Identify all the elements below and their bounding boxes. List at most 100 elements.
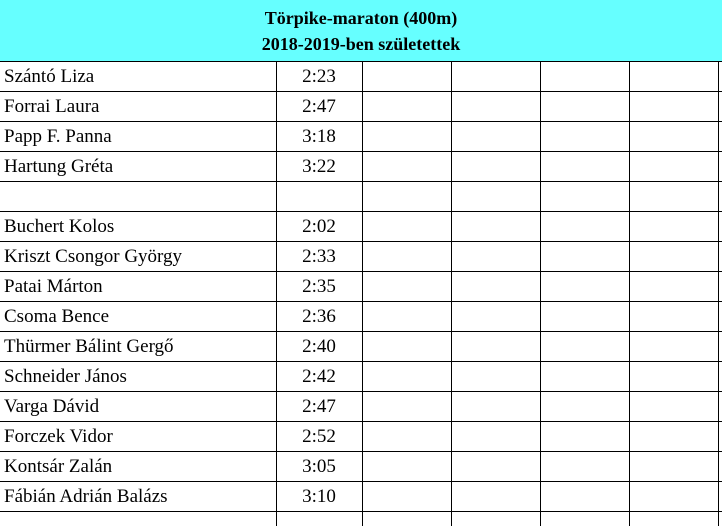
empty-cell (451, 422, 540, 452)
empty-cell (629, 452, 718, 482)
empty-cell (540, 452, 629, 482)
empty-cell (629, 182, 718, 212)
empty-cell (362, 152, 451, 182)
empty-cell (540, 332, 629, 362)
empty-cell (629, 422, 718, 452)
empty-cell (451, 452, 540, 482)
empty-cell (451, 332, 540, 362)
empty-cell (540, 362, 629, 392)
runner-name-cell (0, 182, 276, 212)
finish-time-cell: 2:35 (276, 272, 362, 302)
empty-cell (718, 152, 722, 182)
empty-cell (362, 272, 451, 302)
runner-name-cell: Kriszt Csongor György (0, 242, 276, 272)
empty-cell (718, 272, 722, 302)
empty-cell (540, 182, 629, 212)
empty-cell (629, 482, 718, 512)
runner-name-cell: Varga Dávid (0, 392, 276, 422)
empty-cell (540, 482, 629, 512)
runner-name-cell: Patai Márton (0, 272, 276, 302)
empty-cell (629, 92, 718, 122)
empty-cell (629, 302, 718, 332)
empty-cell (362, 392, 451, 422)
empty-cell (276, 512, 362, 526)
empty-cell (362, 122, 451, 152)
empty-cell (451, 212, 540, 242)
page-subtitle: 2018-2019-ben születettek (0, 31, 722, 57)
empty-cell (718, 92, 722, 122)
empty-cell (362, 182, 451, 212)
empty-cell (540, 122, 629, 152)
table-row-empty (0, 182, 722, 212)
empty-cell (629, 392, 718, 422)
runner-name-cell: Kontsár Zalán (0, 452, 276, 482)
empty-cell (451, 272, 540, 302)
finish-time-cell: 2:33 (276, 242, 362, 272)
empty-cell (362, 422, 451, 452)
empty-cell (540, 512, 629, 526)
empty-cell (362, 242, 451, 272)
empty-cell (718, 122, 722, 152)
empty-cell (718, 512, 722, 526)
empty-cell (362, 302, 451, 332)
empty-cell (451, 242, 540, 272)
empty-cell (718, 242, 722, 272)
empty-cell (629, 152, 718, 182)
empty-cell (718, 422, 722, 452)
empty-cell (540, 242, 629, 272)
empty-cell (362, 362, 451, 392)
runner-name-cell: Csoma Bence (0, 302, 276, 332)
empty-cell (718, 452, 722, 482)
finish-time-cell: 3:05 (276, 452, 362, 482)
finish-time-cell: 2:23 (276, 62, 362, 92)
empty-cell (362, 452, 451, 482)
empty-cell (451, 362, 540, 392)
empty-cell (540, 422, 629, 452)
runner-name-cell: Szántó Liza (0, 62, 276, 92)
finish-time-cell: 2:40 (276, 332, 362, 362)
empty-cell (629, 212, 718, 242)
finish-time-cell: 3:22 (276, 152, 362, 182)
empty-cell (629, 362, 718, 392)
finish-time-cell: 3:18 (276, 122, 362, 152)
empty-cell (362, 62, 451, 92)
empty-cell (629, 62, 718, 92)
runner-name-cell: Schneider János (0, 362, 276, 392)
empty-cell (362, 332, 451, 362)
empty-cell (718, 482, 722, 512)
empty-cell (718, 62, 722, 92)
runner-name-cell: Buchert Kolos (0, 212, 276, 242)
runner-name-cell: Forczek Vidor (0, 422, 276, 452)
empty-cell (451, 512, 540, 526)
empty-cell (451, 122, 540, 152)
empty-cell (451, 482, 540, 512)
empty-cell (362, 512, 451, 526)
empty-cell (718, 332, 722, 362)
empty-cell (629, 242, 718, 272)
finish-time-cell: 2:47 (276, 392, 362, 422)
empty-cell (362, 212, 451, 242)
empty-cell (629, 332, 718, 362)
finish-time-cell: 2:36 (276, 302, 362, 332)
empty-cell (540, 62, 629, 92)
runner-name-cell: Papp F. Panna (0, 122, 276, 152)
empty-cell (0, 512, 276, 526)
empty-cell (540, 92, 629, 122)
table-row-partial (0, 512, 722, 526)
finish-time-cell (276, 182, 362, 212)
finish-time-cell: 2:02 (276, 212, 362, 242)
table-header-band: Törpike-maraton (400m) 2018-2019-ben szü… (0, 0, 722, 62)
empty-cell (540, 392, 629, 422)
finish-time-cell: 2:47 (276, 92, 362, 122)
runner-name-cell: Fábián Adrián Balázs (0, 482, 276, 512)
empty-cell (362, 92, 451, 122)
